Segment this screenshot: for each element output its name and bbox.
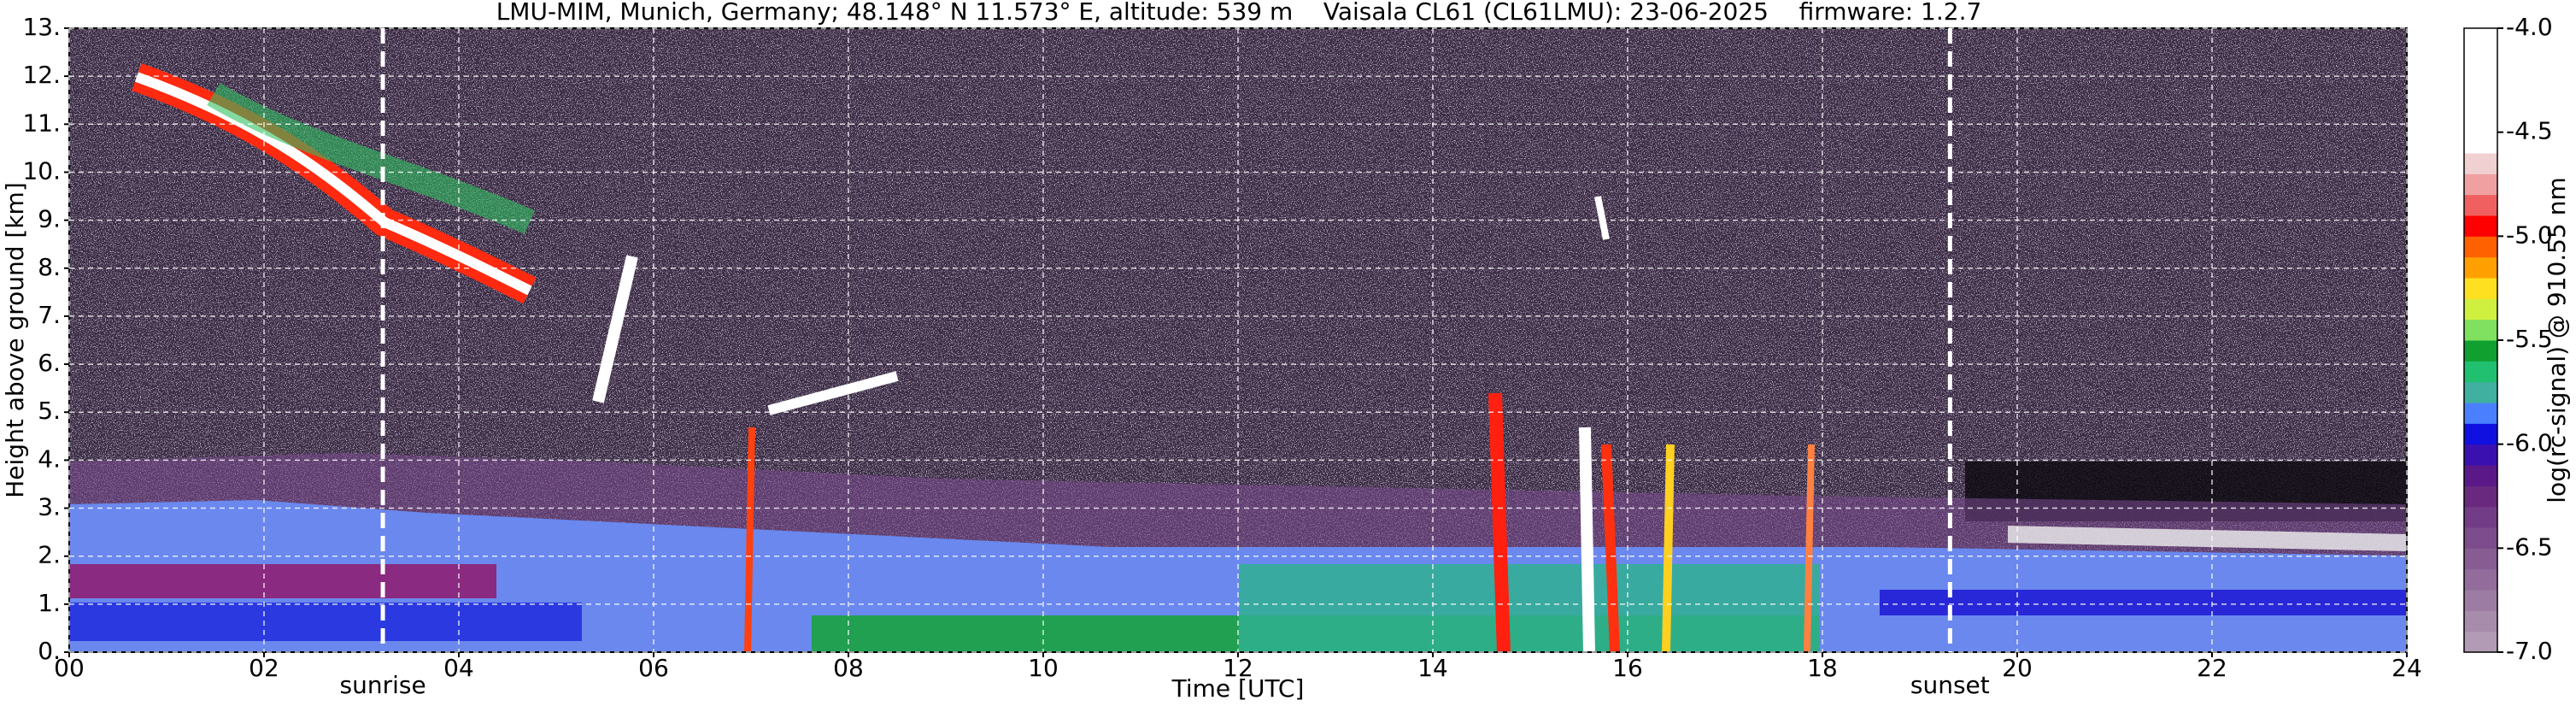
colorbar-bin	[2464, 174, 2497, 196]
colorbar-bin	[2464, 91, 2497, 112]
y-tick-label: 3.	[38, 493, 61, 521]
colorbar-label: log(rc-signal) @ 910.55 nm	[2543, 177, 2571, 503]
y-tick-label: 10.	[22, 156, 61, 185]
colorbar-bin	[2464, 361, 2497, 383]
colorbar-bin	[2464, 568, 2497, 591]
colorbar-bin	[2464, 49, 2497, 71]
y-tick-label: 11.	[22, 109, 61, 137]
colorbar-bin	[2464, 403, 2497, 424]
colorbar-bin	[2464, 590, 2497, 611]
colorbar-bin	[2464, 111, 2497, 133]
colorbar-bin	[2464, 278, 2497, 299]
colorbar-bin	[2464, 506, 2497, 528]
colorbar-tick-label: -7.0	[2506, 637, 2553, 665]
x-tick-label: 24	[2391, 654, 2422, 682]
colorbar-bin	[2464, 444, 2497, 466]
x-tick-label: 02	[249, 654, 279, 682]
x-tick-label: 20	[2002, 654, 2033, 682]
y-tick-label: 1.	[38, 589, 61, 617]
y-tick-label: 7.	[38, 301, 61, 329]
colorbar-bin	[2464, 610, 2497, 632]
x-tick-label: 10	[1028, 654, 1059, 682]
colorbar-bin	[2464, 381, 2497, 403]
colorbar-bin	[2464, 485, 2497, 508]
colorbar-tick-label: -4.5	[2506, 117, 2553, 145]
y-tick-label: 13.	[22, 13, 61, 41]
y-tick-label: 8.	[38, 253, 61, 281]
colorbar-bin	[2464, 340, 2497, 362]
x-tick-label: 08	[833, 654, 864, 682]
colorbar-bin	[2464, 28, 2497, 50]
x-tick-label: 06	[638, 654, 669, 682]
x-tick-label: 00	[54, 654, 85, 682]
x-tick-label: 12	[1223, 654, 1253, 682]
x-axis-label: Time [UTC]	[1171, 674, 1305, 703]
colorbar-tick-label: -5.5	[2506, 325, 2553, 353]
x-tick-label: 22	[2197, 654, 2227, 682]
colorbar-bin	[2464, 215, 2497, 237]
y-tick-label: 4.	[38, 444, 61, 473]
colorbar-bin	[2464, 194, 2497, 216]
colorbar-tick-label: -4.0	[2506, 13, 2553, 41]
y-axis-label: Height above ground [km]	[1, 182, 29, 498]
colorbar-bin	[2464, 548, 2497, 570]
x-tick-label: 18	[1807, 654, 1838, 682]
annotation-label: sunset	[1910, 671, 1990, 699]
y-tick-label: 2.	[38, 541, 61, 569]
colorbar-bin	[2464, 423, 2497, 445]
x-tick-label: 04	[443, 654, 474, 682]
colorbar-tick-label: -6.5	[2506, 532, 2553, 561]
colorbar-bin	[2464, 69, 2497, 91]
colorbar-bin	[2464, 256, 2497, 279]
colorbar-bin	[2464, 631, 2497, 653]
y-tick-label: 5.	[38, 397, 61, 425]
annotation-label: sunrise	[339, 671, 425, 699]
colorbar-bin	[2464, 527, 2497, 549]
x-tick-label: 14	[1417, 654, 1448, 682]
colorbar-tick-label: -5.0	[2506, 221, 2553, 249]
chart-title: LMU-MIM, Munich, Germany; 48.148° N 11.5…	[496, 0, 1982, 26]
y-tick-label: 0.	[38, 637, 61, 665]
y-tick-label: 6.	[38, 349, 61, 377]
colorbar-bin	[2464, 465, 2497, 486]
colorbar-bin	[2464, 132, 2497, 154]
colorbar-bin	[2464, 298, 2497, 321]
y-tick-label: 12.	[22, 61, 61, 89]
colorbar-bin	[2464, 153, 2497, 174]
colorbar-bin	[2464, 319, 2497, 341]
x-tick-label: 16	[1612, 654, 1643, 682]
colorbar-bin	[2464, 236, 2497, 258]
colorbar-tick-label: -6.0	[2506, 429, 2553, 457]
y-tick-label: 9.	[38, 205, 61, 233]
